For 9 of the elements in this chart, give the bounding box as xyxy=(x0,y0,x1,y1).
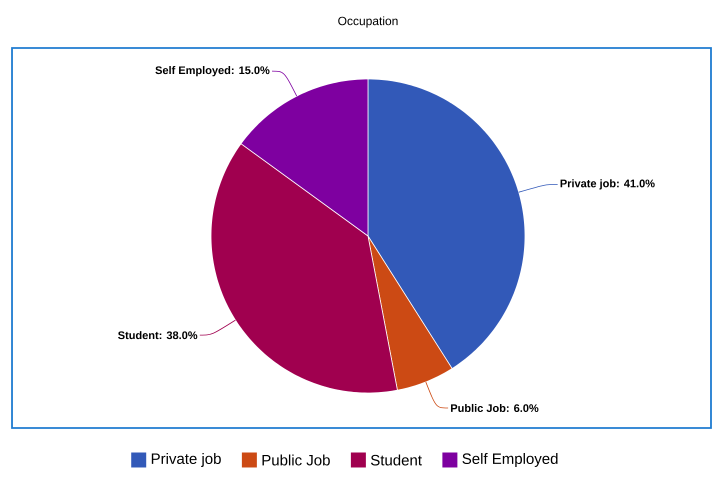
data-label: Student: 38.0% xyxy=(118,331,198,340)
data-label: Public Job: 6.0% xyxy=(451,404,538,412)
legend-label: Public Job xyxy=(262,454,330,466)
chart-title: Occupation xyxy=(338,16,398,28)
legend-label: Private job xyxy=(152,452,221,467)
legend-label: Self Employed xyxy=(462,452,558,467)
data-label: Private job: 41.0% xyxy=(560,179,655,190)
data-label: Self Employed: 15.0% xyxy=(155,66,270,76)
legend-label: Student xyxy=(370,454,422,466)
